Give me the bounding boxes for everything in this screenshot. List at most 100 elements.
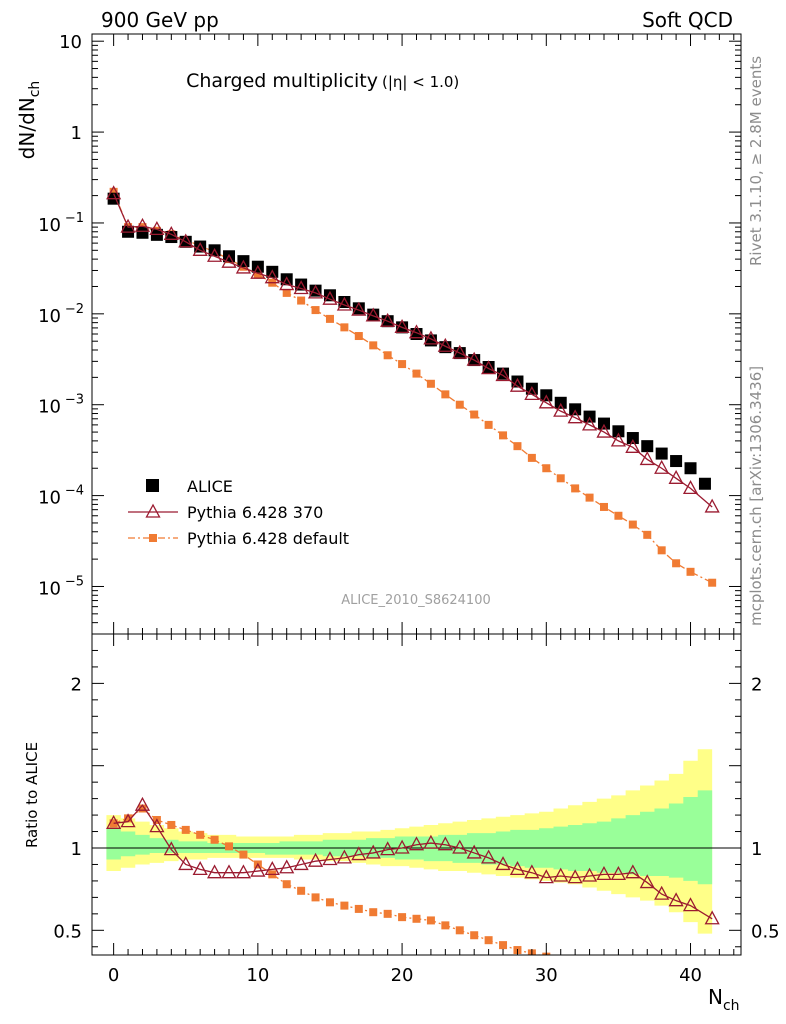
main-y-tick-base: 10	[38, 397, 61, 418]
ratio-pythia-370-point	[408, 836, 425, 851]
pythia-default-point	[657, 546, 666, 555]
pythia-370-point	[481, 360, 497, 375]
pythia-default-point	[470, 410, 479, 419]
main-y-tick-label: 1	[71, 123, 82, 144]
pythia-default-point	[412, 369, 421, 378]
main-y-tick-base: 10	[38, 306, 61, 327]
pythia-370-point	[423, 330, 439, 345]
main-y-tick-exponent: −2	[65, 302, 84, 317]
ratio-pythia-370-point	[452, 839, 468, 854]
xlabel-subscript: ch	[723, 998, 740, 1014]
pythia-default-point	[686, 567, 695, 576]
ratio-x-tick-label: 10	[246, 965, 269, 986]
alice-point	[655, 447, 668, 460]
ratio-pythia-370-point	[134, 796, 151, 811]
pythia-default-point	[325, 314, 334, 323]
alice-point	[136, 226, 149, 239]
pythia-370-point	[134, 217, 151, 232]
alice-point	[569, 403, 582, 416]
ratio-pythia-370-point	[704, 910, 720, 925]
pythia-370-point	[120, 218, 136, 233]
pythia-default-point	[571, 484, 580, 493]
pythia-default-point	[599, 502, 608, 511]
ratio-y-tick-label-right: 1	[751, 839, 762, 860]
ratio-pythia-default-point	[196, 830, 205, 839]
ratio-pythia-default-point	[225, 842, 234, 851]
pythia-370-point	[221, 253, 237, 268]
pythia-370-point	[163, 225, 179, 240]
pythia-370-point	[596, 423, 612, 438]
main-y-tick-label: 10	[38, 306, 61, 327]
ratio-marks	[92, 749, 741, 987]
ratio-pythia-370-point	[380, 841, 396, 856]
pythia-370-point	[553, 402, 569, 417]
ratio-pythia-default-point	[239, 850, 248, 859]
ratio-pythia-default-point	[629, 972, 637, 980]
main-y-tick-label: 10	[38, 578, 61, 599]
ratio-pythia-default-point	[282, 880, 291, 889]
main-y-tick-base: 10	[38, 488, 61, 509]
pythia-default-point	[426, 379, 435, 388]
pythia-default-point	[499, 431, 508, 440]
plot-title-suffix: (|η| < 1.0)	[382, 73, 459, 91]
ratio-pythia-370-point	[178, 856, 194, 871]
ratio-pythia-370-point	[481, 849, 497, 864]
pythia-default-point	[109, 187, 118, 196]
main-y-tick-exponent: −4	[65, 484, 84, 499]
svg-text:Nch: Nch	[708, 985, 740, 1014]
ratio-pythia-default-point	[643, 976, 651, 984]
alice-point	[684, 462, 697, 475]
pythia-default-point	[513, 442, 522, 451]
ratio-pythia-370-point	[307, 852, 324, 867]
alice-point	[612, 425, 625, 438]
xlabel-text: N	[708, 985, 723, 1009]
ratio-pythia-default-point	[311, 893, 320, 902]
pythia-default-point	[383, 351, 392, 360]
pythia-default-point	[253, 270, 262, 279]
ylabel-text: dN/dN	[15, 97, 39, 159]
ratio-tick-labels: 0 10 20 30 40 0.5 0.5 1 1 2 2	[53, 674, 779, 986]
ratio-pythia-370-point	[524, 864, 540, 879]
main-y-axis-title: dN/dNch	[15, 81, 43, 160]
ratio-pythia-370-point	[106, 814, 122, 829]
ratio-pythia-370-point	[293, 856, 309, 871]
main-y-tick-exponent: −1	[65, 211, 84, 226]
ratio-pythia-370-point	[654, 885, 670, 900]
ratio-pythia-370-point	[596, 865, 612, 880]
pythia-370-point	[351, 301, 367, 316]
x-axis-title: Nch	[708, 985, 740, 1014]
ratio-pythia-default-point	[658, 979, 666, 987]
ratio-uncertainty-band-inner	[106, 790, 713, 885]
alice-point	[497, 367, 510, 380]
pythia-370-point	[250, 264, 266, 279]
pythia-default-point	[311, 306, 320, 315]
ratio-pythia-370-point	[206, 864, 223, 879]
pythia-370-point	[509, 377, 526, 392]
ratio-pythia-370-point	[351, 846, 367, 861]
ratio-pythia-default-point	[412, 914, 421, 923]
ratio-pythia-default-point	[167, 820, 176, 829]
main-y-tick-exponent: −3	[65, 393, 84, 408]
pythia-370-point	[610, 432, 627, 447]
ylabel-subscript: ch	[27, 81, 43, 98]
main-y-tick-base: 10	[38, 578, 61, 599]
ratio-frame	[91, 633, 742, 956]
ratio-pythia-370-point	[221, 864, 237, 879]
alice-point	[698, 477, 711, 490]
ratio-pythia-370-point	[149, 818, 165, 833]
pythia-370-point	[264, 269, 280, 284]
legend-label-pythia-default: Pythia 6.428 default	[187, 529, 349, 548]
ratio-pythia-default-point	[383, 909, 392, 918]
ratio-x-tick-label: 20	[391, 965, 414, 986]
ratio-pythia-370-point	[625, 864, 641, 879]
main-plot-area: 10 1 10 −1 10 −2 10 −3 10 −4 10 −5 Charged multipli…	[38, 32, 742, 635]
pythia-default-point	[297, 296, 306, 305]
pythia-370-point	[452, 344, 468, 359]
pythia-default-point	[398, 360, 407, 369]
collision-label: 900 GeV pp	[101, 8, 219, 32]
pythia-370-point	[106, 185, 122, 200]
pythia-370-point	[178, 233, 194, 248]
ratio-pythia-default-point	[210, 835, 219, 844]
legend-marker-pythia-370	[145, 503, 161, 518]
